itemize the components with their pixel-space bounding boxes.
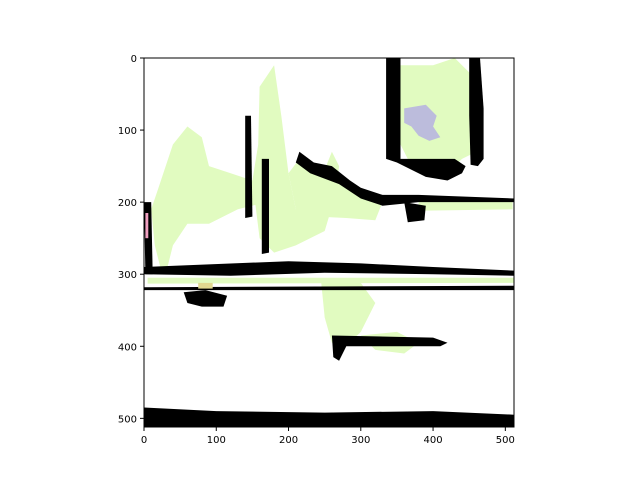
x-tick-label: 500	[496, 435, 515, 446]
region-tan-mark	[198, 282, 213, 289]
region-lavender-patch	[404, 104, 441, 141]
x-tick-label: 200	[279, 435, 298, 446]
region-lime-band	[147, 277, 514, 284]
region-black-bottom-band	[144, 407, 514, 427]
y-tick-label: 100	[118, 126, 137, 137]
region-black-col-a	[245, 115, 253, 218]
image-regions	[144, 58, 514, 427]
region-black-col-b	[261, 158, 269, 254]
x-tick-label: 100	[207, 435, 226, 446]
region-black-mid-dots	[183, 290, 228, 307]
region-lime-right-block	[288, 158, 383, 221]
x-tick-label: 0	[141, 435, 147, 446]
plot-frame	[143, 57, 515, 428]
x-tick-label: 300	[351, 435, 370, 446]
region-lime-left-blob	[151, 126, 267, 275]
region-black-under-band	[144, 285, 514, 291]
region-black-right-drop	[404, 202, 426, 223]
region-black-top-right-inner	[469, 58, 484, 167]
y-tick-label: 0	[131, 54, 137, 65]
y-tick-label: 500	[118, 414, 137, 425]
y-tick-label: 400	[118, 342, 137, 353]
y-tick-label: 300	[118, 270, 137, 281]
y-axis: 0 100 200 300 400 500	[118, 54, 144, 425]
region-pink-mark	[145, 213, 149, 239]
region-black-top-right-box	[386, 58, 466, 181]
region-black-left-vertical	[144, 202, 153, 275]
region-lime-lower-center	[321, 281, 376, 347]
region-black-horizontal-main	[144, 261, 514, 276]
y-tick-label: 200	[118, 198, 137, 209]
region-black-lower-fragment	[331, 335, 448, 361]
x-axis: 0 100 200 300 400 500	[141, 427, 515, 446]
x-tick-label: 400	[424, 435, 443, 446]
region-lime-top-right	[400, 58, 477, 174]
region-black-diagonal	[295, 151, 514, 206]
